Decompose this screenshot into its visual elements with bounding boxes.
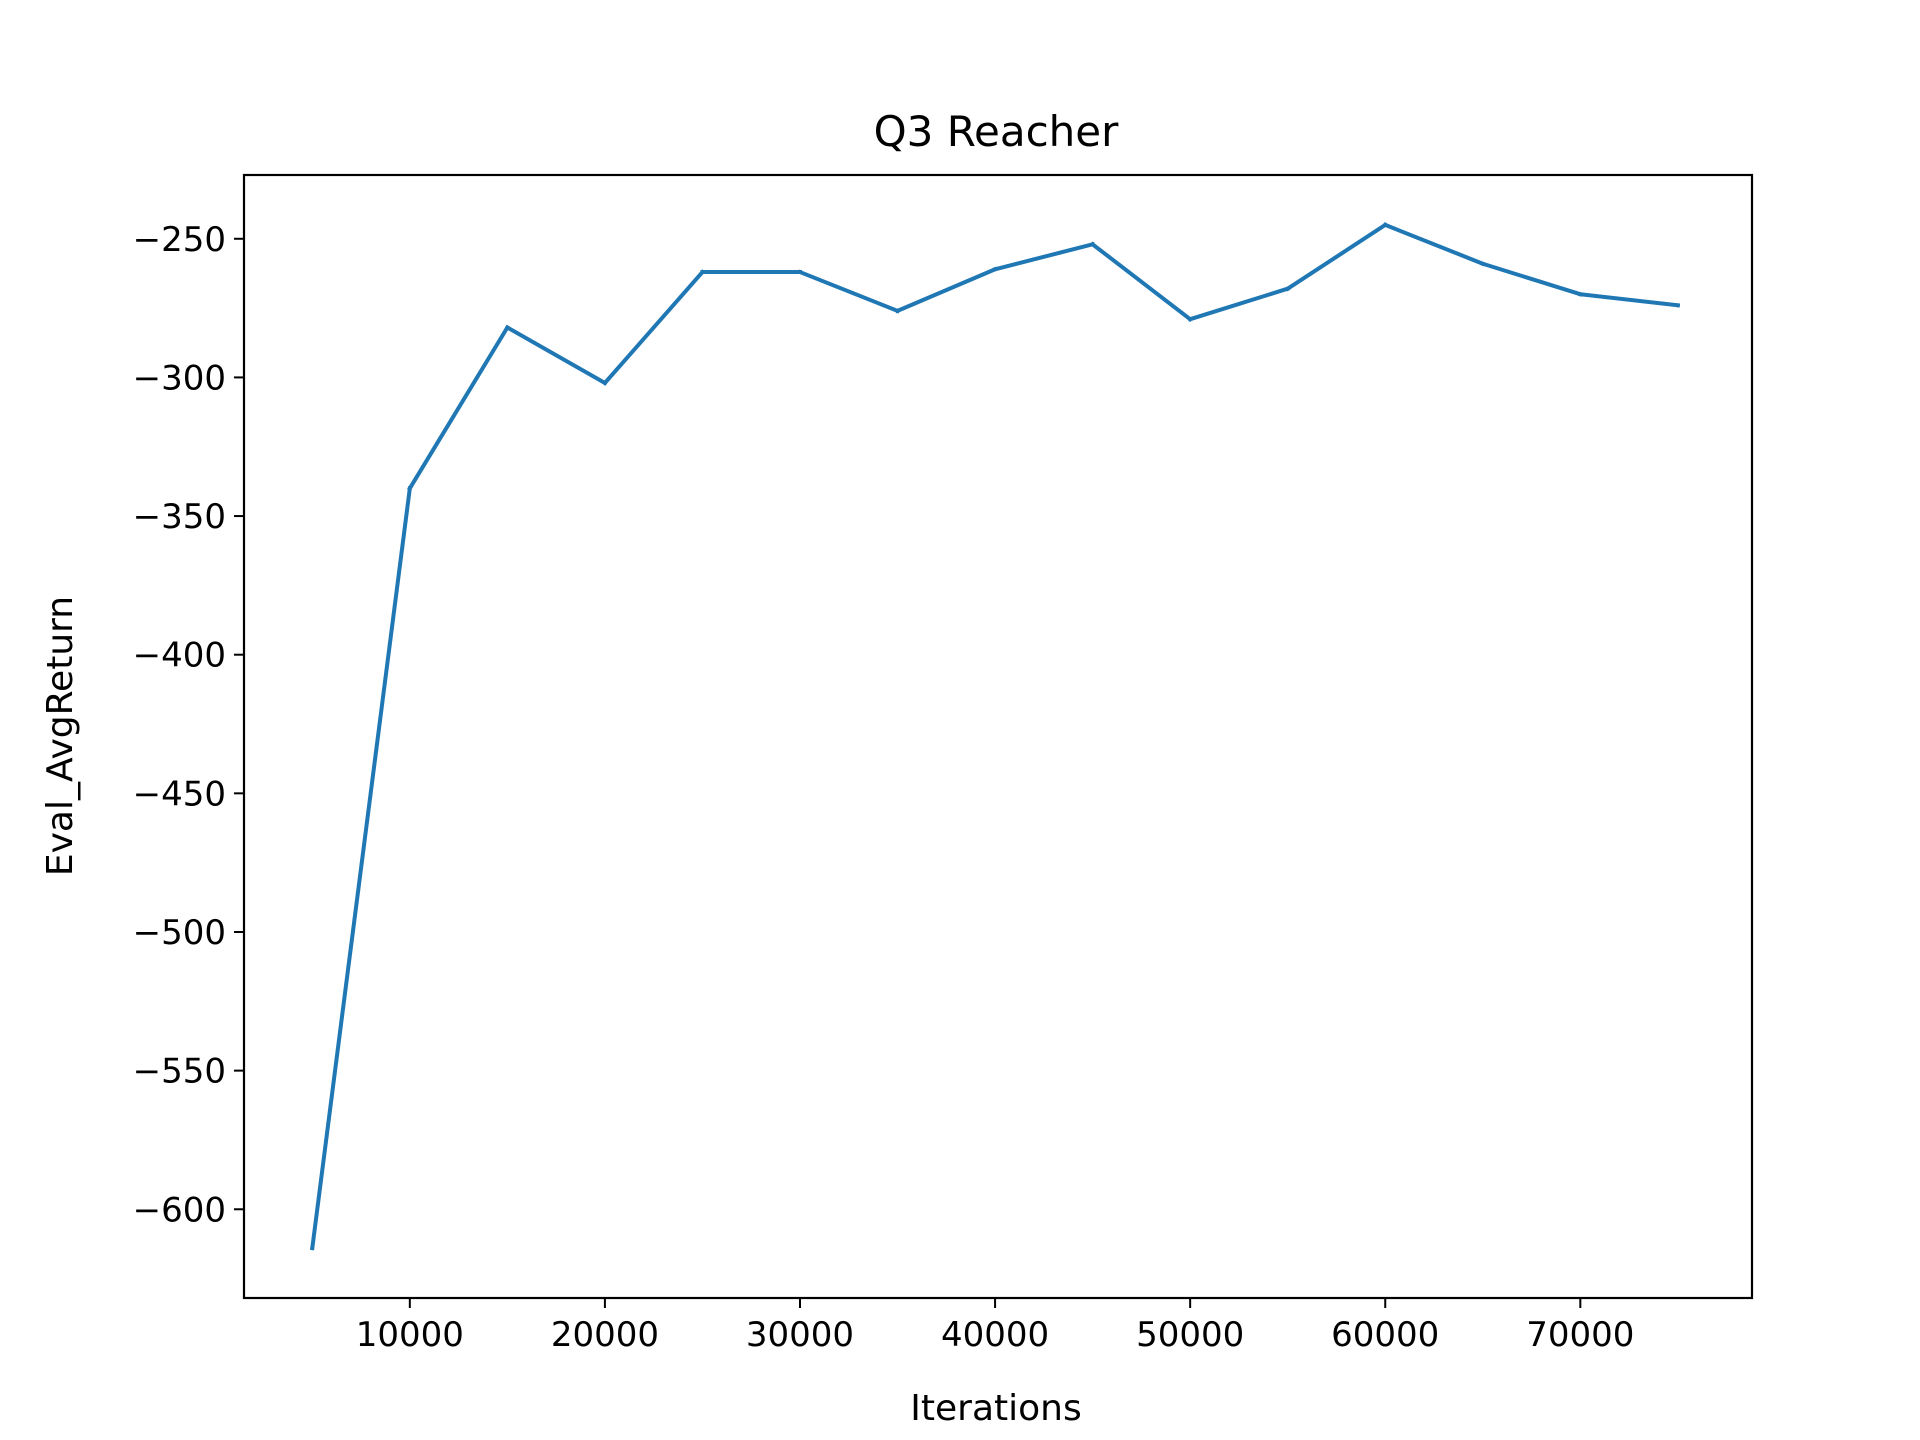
chart-title: Q3 Reacher [874, 107, 1120, 156]
series-line-segment [894, 266, 998, 314]
y-tick-label: −550 [133, 1052, 226, 1092]
y-tick-label: −300 [133, 358, 226, 398]
x-axis-ticks: 10000 20000 30000 40000 50000 60000 70000 [356, 1298, 1634, 1355]
x-tick-label: 40000 [941, 1315, 1049, 1355]
series-point [700, 270, 705, 275]
y-tick-label: −400 [133, 636, 226, 676]
series-point [1480, 261, 1485, 266]
series-line-segment [504, 324, 608, 386]
series-point [993, 267, 998, 272]
series-point [1188, 317, 1193, 322]
series-point [1090, 242, 1095, 247]
series-point [1383, 222, 1388, 227]
series-line-segment [1089, 241, 1193, 322]
series-line-segment [1480, 261, 1583, 297]
series-line-segment [1382, 222, 1486, 267]
series-point [797, 270, 802, 275]
series-line-segment [1187, 286, 1291, 322]
x-tick-label: 50000 [1136, 1315, 1244, 1355]
series-line-segment [992, 241, 1096, 272]
y-tick-label: −450 [133, 774, 226, 814]
series-layer [310, 222, 1681, 1251]
y-tick-label: −250 [133, 220, 226, 260]
series-line-segment [1284, 222, 1389, 292]
y-axis-label: Eval_AvgReturn [40, 596, 81, 876]
series-point [407, 486, 412, 491]
x-tick-label: 60000 [1331, 1315, 1439, 1355]
series-point [602, 380, 607, 385]
series-point [1675, 303, 1680, 308]
y-tick-label: −600 [133, 1190, 226, 1230]
x-tick-label: 20000 [551, 1315, 659, 1355]
x-axis-label: Iterations [910, 1388, 1081, 1429]
y-axis-ticks: −250 −300 −350 −400 −450 −500 −550 −600 [133, 220, 244, 1230]
series-line-segment [602, 269, 706, 386]
series-point [1578, 292, 1583, 297]
x-tick-label: 10000 [356, 1315, 464, 1355]
x-tick-label: 30000 [746, 1315, 854, 1355]
series-line-segment [797, 269, 901, 314]
series-line-segment [407, 324, 511, 492]
series-point [505, 325, 510, 330]
series-line-segment [310, 486, 413, 1251]
series-point [895, 308, 900, 313]
y-tick-label: −350 [133, 497, 226, 537]
plot-area-frame [242, 173, 1754, 1300]
y-tick-label: −500 [133, 913, 226, 953]
series-line-segment [1578, 292, 1681, 308]
x-tick-label: 70000 [1526, 1315, 1634, 1355]
series-point [1285, 286, 1290, 291]
series-point [310, 1246, 315, 1251]
